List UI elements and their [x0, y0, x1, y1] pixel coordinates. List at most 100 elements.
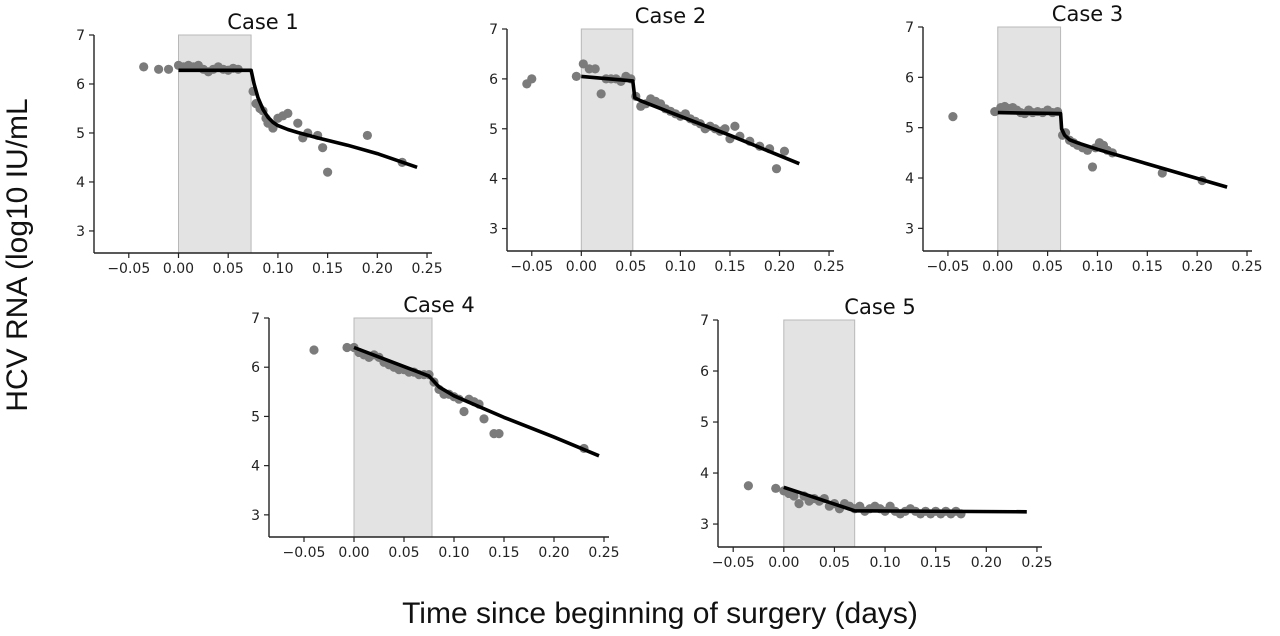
- y-tick-label: 6: [251, 360, 260, 376]
- y-tick-label: 6: [700, 364, 709, 380]
- data-point: [743, 481, 753, 491]
- model-fit-line: [353, 345, 600, 458]
- y-tick-label: 5: [489, 122, 498, 138]
- y-tick-label: 7: [489, 22, 498, 38]
- y-tick-label: 3: [251, 508, 260, 524]
- y-tick-label: 3: [905, 221, 914, 237]
- panel-title: Case 5: [844, 295, 915, 319]
- x-tick-label: 0.00: [163, 261, 194, 277]
- x-tick-label: −0.05: [926, 259, 969, 275]
- y-tick-label: 7: [76, 28, 85, 44]
- x-tick-label: 0.25: [1021, 555, 1052, 571]
- y-tick-label: 4: [489, 172, 498, 188]
- x-tick-label: 0.10: [262, 261, 293, 277]
- surgery-interval-shade: [997, 26, 1062, 252]
- data-point: [342, 342, 352, 353]
- y-tick-label: 4: [905, 171, 914, 187]
- x-tick-label: 0.00: [338, 545, 369, 561]
- data-point: [1087, 162, 1098, 172]
- x-tick-label: −0.05: [712, 555, 755, 571]
- x-tick-label: 0.20: [764, 259, 795, 275]
- chart-panel-5: Case 5 3 4 5 6 7 −0.05 0.00 0.05 0.10 0.15 0.20 0.25: [700, 295, 1052, 571]
- y-tick-label: 3: [489, 222, 498, 238]
- x-tick-label: 0.10: [438, 545, 469, 561]
- data-point: [283, 108, 293, 118]
- x-tick-label: 0.10: [869, 555, 900, 571]
- y-tick-label: 7: [700, 313, 709, 329]
- x-tick-label: 0.25: [588, 545, 619, 561]
- y-tick-label: 3: [76, 224, 85, 240]
- panel-title: Case 4: [403, 293, 474, 317]
- surgery-interval-shade: [580, 28, 634, 252]
- x-tick-label: 0.20: [1182, 259, 1213, 275]
- x-tick-label: 0.05: [213, 261, 244, 277]
- data-point: [771, 483, 781, 493]
- y-tick-label: 6: [489, 72, 498, 88]
- x-tick-label: 0.15: [714, 259, 745, 275]
- data-point: [293, 118, 303, 128]
- x-tick-label: 0.00: [566, 259, 597, 275]
- y-tick-label: 6: [905, 70, 914, 86]
- y-axis-label: HCV RNA (log10 IU/mL: [1, 98, 34, 411]
- model-fit-line: [783, 485, 1027, 514]
- x-tick-label: 0.00: [768, 555, 799, 571]
- y-tick-label: 6: [76, 77, 85, 93]
- model-fit-line: [581, 74, 800, 166]
- chart-panel-1: Case 1 3 4 5 6 7 −0.05 0.00 0.05 0.10 0.15 0.20 0.25: [76, 10, 443, 277]
- chart-panel-4: Case 4 3 4 5 6 7 −0.05 0.00 0.05 0.10 0.15 0.20 0.25: [251, 293, 620, 561]
- x-tick-label: 0.25: [813, 259, 844, 275]
- y-tick-label: 7: [905, 20, 914, 36]
- x-tick-label: 0.10: [665, 259, 696, 275]
- x-tick-label: −0.05: [510, 259, 553, 275]
- y-tick-label: 7: [251, 311, 260, 327]
- data-point: [730, 121, 740, 131]
- x-axis-label: Time since beginning of surgery (days): [402, 597, 918, 630]
- panels: Case 1 3 4 5 6 7 −0.05 0.00 0.05 0.10 0.15 0.20 0.25…: [76, 2, 1263, 571]
- y-tick-label: 3: [700, 517, 709, 533]
- chart-panel-2: Case 2 3 4 5 6 7 −0.05 0.00 0.05 0.10 0.15 0.20 0.25: [489, 4, 845, 275]
- y-tick-label: 5: [251, 409, 260, 425]
- data-point: [323, 167, 333, 177]
- data-point: [596, 89, 606, 99]
- panel-title: Case 3: [1052, 2, 1123, 26]
- data-point: [309, 345, 319, 355]
- chart-panel-3: Case 3 3 4 5 6 7 −0.05 0.00 0.05 0.10 0.15 0.20 0.25: [905, 2, 1263, 275]
- data-point: [794, 499, 804, 509]
- data-point: [163, 64, 174, 74]
- model-fit-line: [997, 110, 1228, 189]
- x-tick-label: 0.20: [362, 261, 393, 277]
- x-tick-label: −0.05: [107, 261, 150, 277]
- model-fit-line: [178, 68, 418, 170]
- x-tick-label: −0.05: [283, 545, 326, 561]
- y-tick-label: 5: [700, 415, 709, 431]
- data-point: [948, 112, 958, 122]
- x-tick-label: 0.20: [971, 555, 1002, 571]
- data-point: [590, 64, 600, 74]
- x-tick-label: 0.25: [1231, 259, 1262, 275]
- x-tick-label: 0.05: [1032, 259, 1063, 275]
- x-tick-label: 0.10: [1082, 259, 1113, 275]
- data-point: [139, 62, 149, 72]
- x-tick-label: 0.15: [1132, 259, 1163, 275]
- data-point: [571, 71, 581, 81]
- data-point: [779, 146, 790, 156]
- data-point: [154, 64, 164, 74]
- y-tick-label: 4: [251, 459, 260, 475]
- y-tick-label: 4: [76, 175, 85, 191]
- data-point: [771, 164, 782, 174]
- y-tick-label: 5: [76, 126, 85, 142]
- data-point: [362, 130, 372, 141]
- x-tick-label: 0.20: [538, 545, 569, 561]
- surgery-interval-shade: [783, 319, 856, 548]
- data-point: [318, 143, 328, 153]
- x-tick-label: 0.00: [982, 259, 1013, 275]
- x-tick-label: 0.05: [615, 259, 646, 275]
- x-tick-label: 0.05: [388, 545, 419, 561]
- x-tick-label: 0.25: [411, 261, 442, 277]
- panel-title: Case 2: [635, 4, 706, 28]
- x-tick-label: 0.05: [819, 555, 850, 571]
- y-tick-label: 4: [700, 466, 709, 482]
- x-tick-label: 0.15: [920, 555, 951, 571]
- data-point: [459, 406, 469, 417]
